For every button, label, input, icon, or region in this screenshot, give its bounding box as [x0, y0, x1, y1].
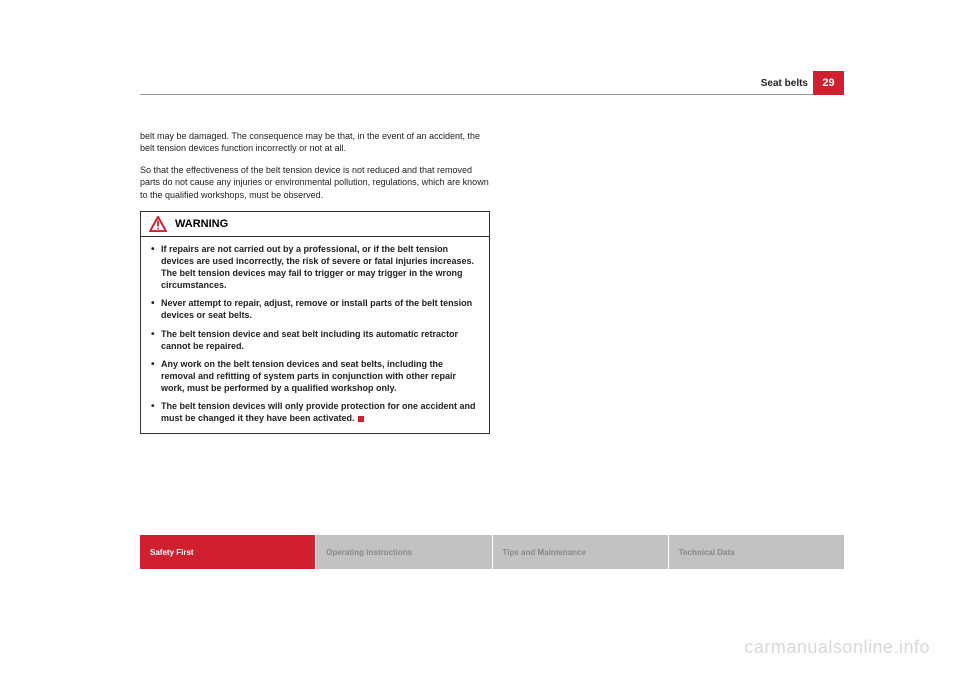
section-title: Seat belts [761, 78, 808, 89]
footer-tabs: Safety First Operating instructions Tips… [140, 535, 844, 569]
warning-header: WARNING [141, 212, 489, 237]
warning-item: Any work on the belt tension devices and… [151, 358, 479, 394]
warning-item: If repairs are not carried out by a prof… [151, 243, 479, 292]
warning-item: The belt tension devices will only provi… [151, 400, 479, 424]
page-number: 29 [813, 71, 844, 95]
header-rule [140, 94, 844, 95]
warning-triangle-icon [149, 216, 167, 232]
paragraph: So that the effectiveness of the belt te… [140, 164, 490, 200]
end-marker-icon [358, 416, 364, 422]
content-column: belt may be damaged. The consequence may… [140, 130, 490, 434]
warning-item: The belt tension device and seat belt in… [151, 328, 479, 352]
tab-operating-instructions[interactable]: Operating instructions [316, 535, 492, 569]
warning-item: Never attempt to repair, adjust, remove … [151, 297, 479, 321]
tab-technical-data[interactable]: Technical Data [669, 535, 844, 569]
warning-content: If repairs are not carried out by a prof… [141, 237, 489, 433]
warning-box: WARNING If repairs are not carried out b… [140, 211, 490, 434]
paragraph: belt may be damaged. The consequence may… [140, 130, 490, 154]
warning-label: WARNING [175, 218, 228, 230]
watermark: carmanualsonline.info [744, 637, 930, 658]
tab-tips-maintenance[interactable]: Tips and Maintenance [493, 535, 669, 569]
tab-safety-first[interactable]: Safety First [140, 535, 316, 569]
